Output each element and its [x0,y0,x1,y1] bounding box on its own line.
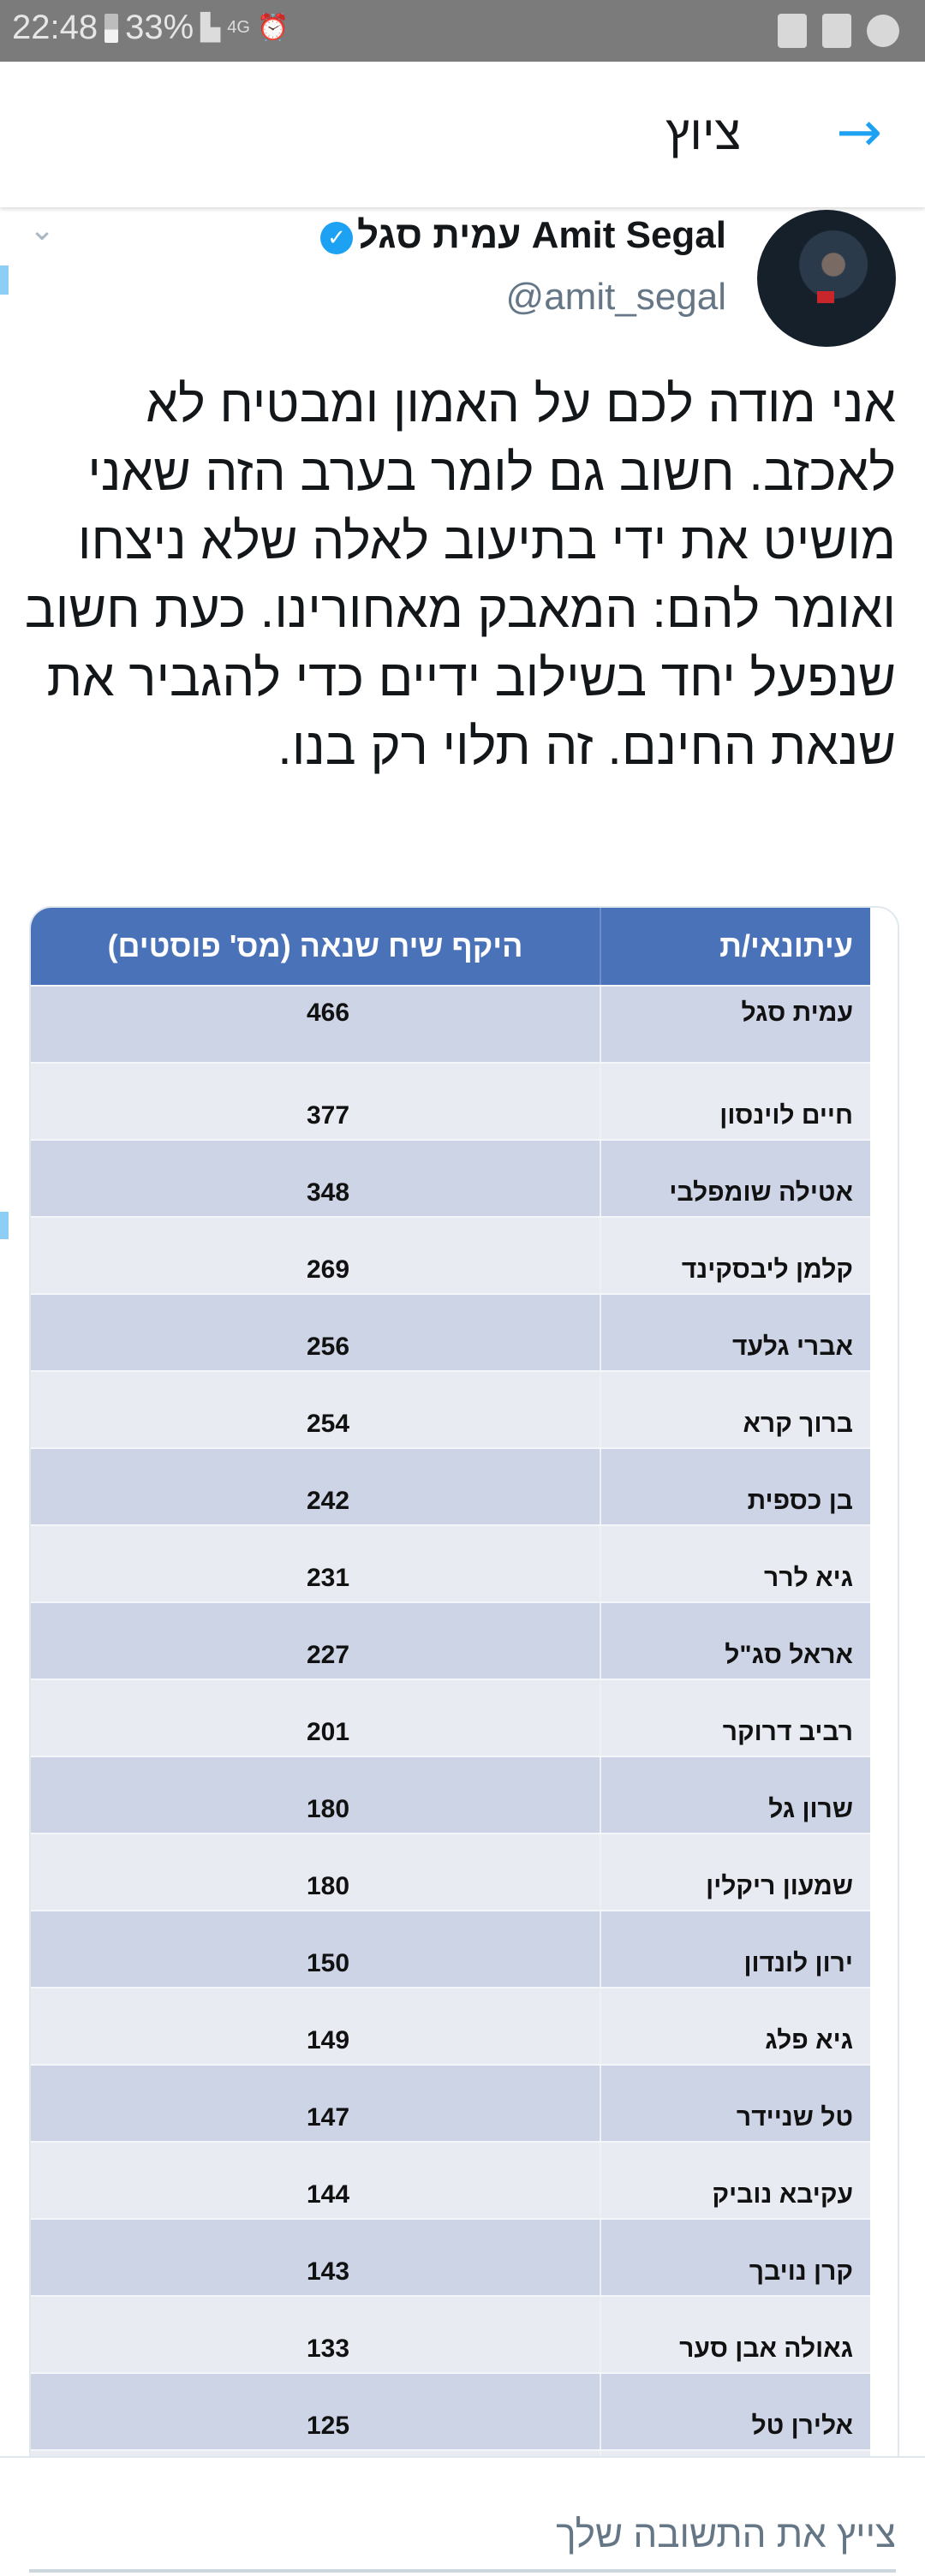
journalist-name: שרון גל [600,1757,870,1833]
table-row: גיא לרר 231 [31,1524,870,1601]
table-row: אברי גלעד 256 [31,1293,870,1370]
table-row: רביב דרוקר 201 [31,1679,870,1756]
table-row: אלירן טל 125 [31,2372,870,2449]
journalist-name: גיא פלג [600,1989,870,2064]
table-row: גאולה אבן סער 133 [31,2295,870,2372]
cleaner-icon [778,14,807,48]
journalist-name: ירון לונדון [600,1911,870,1987]
journalist-name: אברי גלעד [600,1295,870,1370]
post-count: 149 [306,2026,350,2054]
table-row: אטילה שומפלבי 348 [31,1139,870,1216]
hate-speech-table: עיתונאי/ת היקף שיח שנאה (מס' פוסטים) עמי… [31,908,870,2475]
tweet-text: אני מודה לכם על האמון ומבטיח לא לאכזב. ח… [24,375,896,775]
post-count: 227 [306,1641,350,1669]
post-count: 180 [306,1795,350,1823]
table-row: עמית סגל 466 [31,985,870,1062]
journalist-name: טל שניידר [600,2066,870,2141]
reply-input[interactable] [29,2501,896,2573]
table-row: אראל סג"ל 227 [31,1601,870,1679]
journalist-name: קרן נויבך [600,2220,870,2295]
journalist-name: אטילה שומפלבי [600,1141,870,1216]
music-icon [867,15,899,47]
table-row: קרן נויבך 143 [31,2218,870,2295]
journalist-name: גאולה אבן סער [600,2297,870,2372]
post-count: 231 [306,1564,350,1592]
journalist-name: חיים לוינסון [600,1064,870,1139]
journalist-name: קלמן ליבסקינד [600,1218,870,1293]
post-count: 269 [306,1255,350,1284]
table-row: ירון לונדון 150 [31,1910,870,1987]
post-count: 242 [306,1487,350,1515]
table-row: עקיבא נוביק 144 [31,2141,870,2218]
table-row: קלמן ליבסקינד 269 [31,1216,870,1293]
journalist-name: רביב דרוקר [600,1680,870,1756]
app-header: → ציוץ [0,62,925,207]
scroll-marker [0,265,9,295]
journalist-name: בן כספית [600,1449,870,1524]
post-count: 348 [306,1178,350,1207]
table-row: ברוך קרא 254 [31,1370,870,1447]
post-count: 144 [306,2180,350,2209]
post-count: 147 [306,2103,350,2132]
table-header: עיתונאי/ת היקף שיח שנאה (מס' פוסטים) [31,908,870,985]
post-count: 150 [306,1949,350,1977]
arrow-right-icon[interactable]: → [836,101,882,164]
journalist-name: עקיבא נוביק [600,2143,870,2218]
column-header-count: היקף שיח שנאה (מס' פוסטים) [107,928,523,963]
post-count: 256 [306,1333,350,1361]
page-title: ציוץ [665,105,741,159]
status-bar: 22:48 33% ▙ 4G ⏰ [0,0,925,62]
journalist-name: אלירן טל [600,2374,870,2449]
table-row: טל שניידר 147 [31,2064,870,2141]
avatar[interactable] [757,210,896,347]
reply-bar [0,2456,925,2576]
table-row: שרון גל 180 [31,1756,870,1833]
post-count: 133 [306,2334,350,2363]
signal-icon: ▙ [200,14,221,42]
journalist-name: עמית סגל [600,987,870,1062]
alarm-icon: ⏰ [256,14,289,42]
table-row: שמעון ריקלין 180 [31,1833,870,1910]
table-row: גיא פלג 149 [31,1987,870,2064]
post-count: 180 [306,1872,350,1900]
journalist-name: ברוך קרא [600,1372,870,1447]
post-count: 201 [306,1718,350,1746]
chevron-down-icon[interactable]: ⌄ [29,212,56,247]
battery-icon [104,13,119,43]
post-count: 377 [306,1101,350,1130]
gallery-icon [822,14,851,48]
post-count: 466 [306,999,350,1027]
table-row: חיים לוינסון 377 [31,1062,870,1139]
clock: 22:48 [12,9,98,46]
network-type: 4G [227,18,250,37]
journalist-name: שמעון ריקלין [600,1834,870,1910]
column-header-journalist: עיתונאי/ת [600,908,870,985]
author-name[interactable]: עמית סגל Amit Segal [356,214,726,256]
post-count: 143 [306,2257,350,2286]
scroll-marker [0,1212,9,1239]
author-handle[interactable]: @amit_segal [505,276,726,318]
post-count: 125 [306,2412,350,2440]
journalist-name: אראל סג"ל [600,1603,870,1679]
post-count: 254 [306,1410,350,1438]
battery-level: 33% [125,9,194,46]
tweet-image-table[interactable]: עיתונאי/ת היקף שיח שנאה (מס' פוסטים) עמי… [29,906,899,2477]
verified-badge-icon: ✓ [320,222,353,254]
table-row: בן כספית 242 [31,1447,870,1524]
journalist-name: גיא לרר [600,1526,870,1601]
